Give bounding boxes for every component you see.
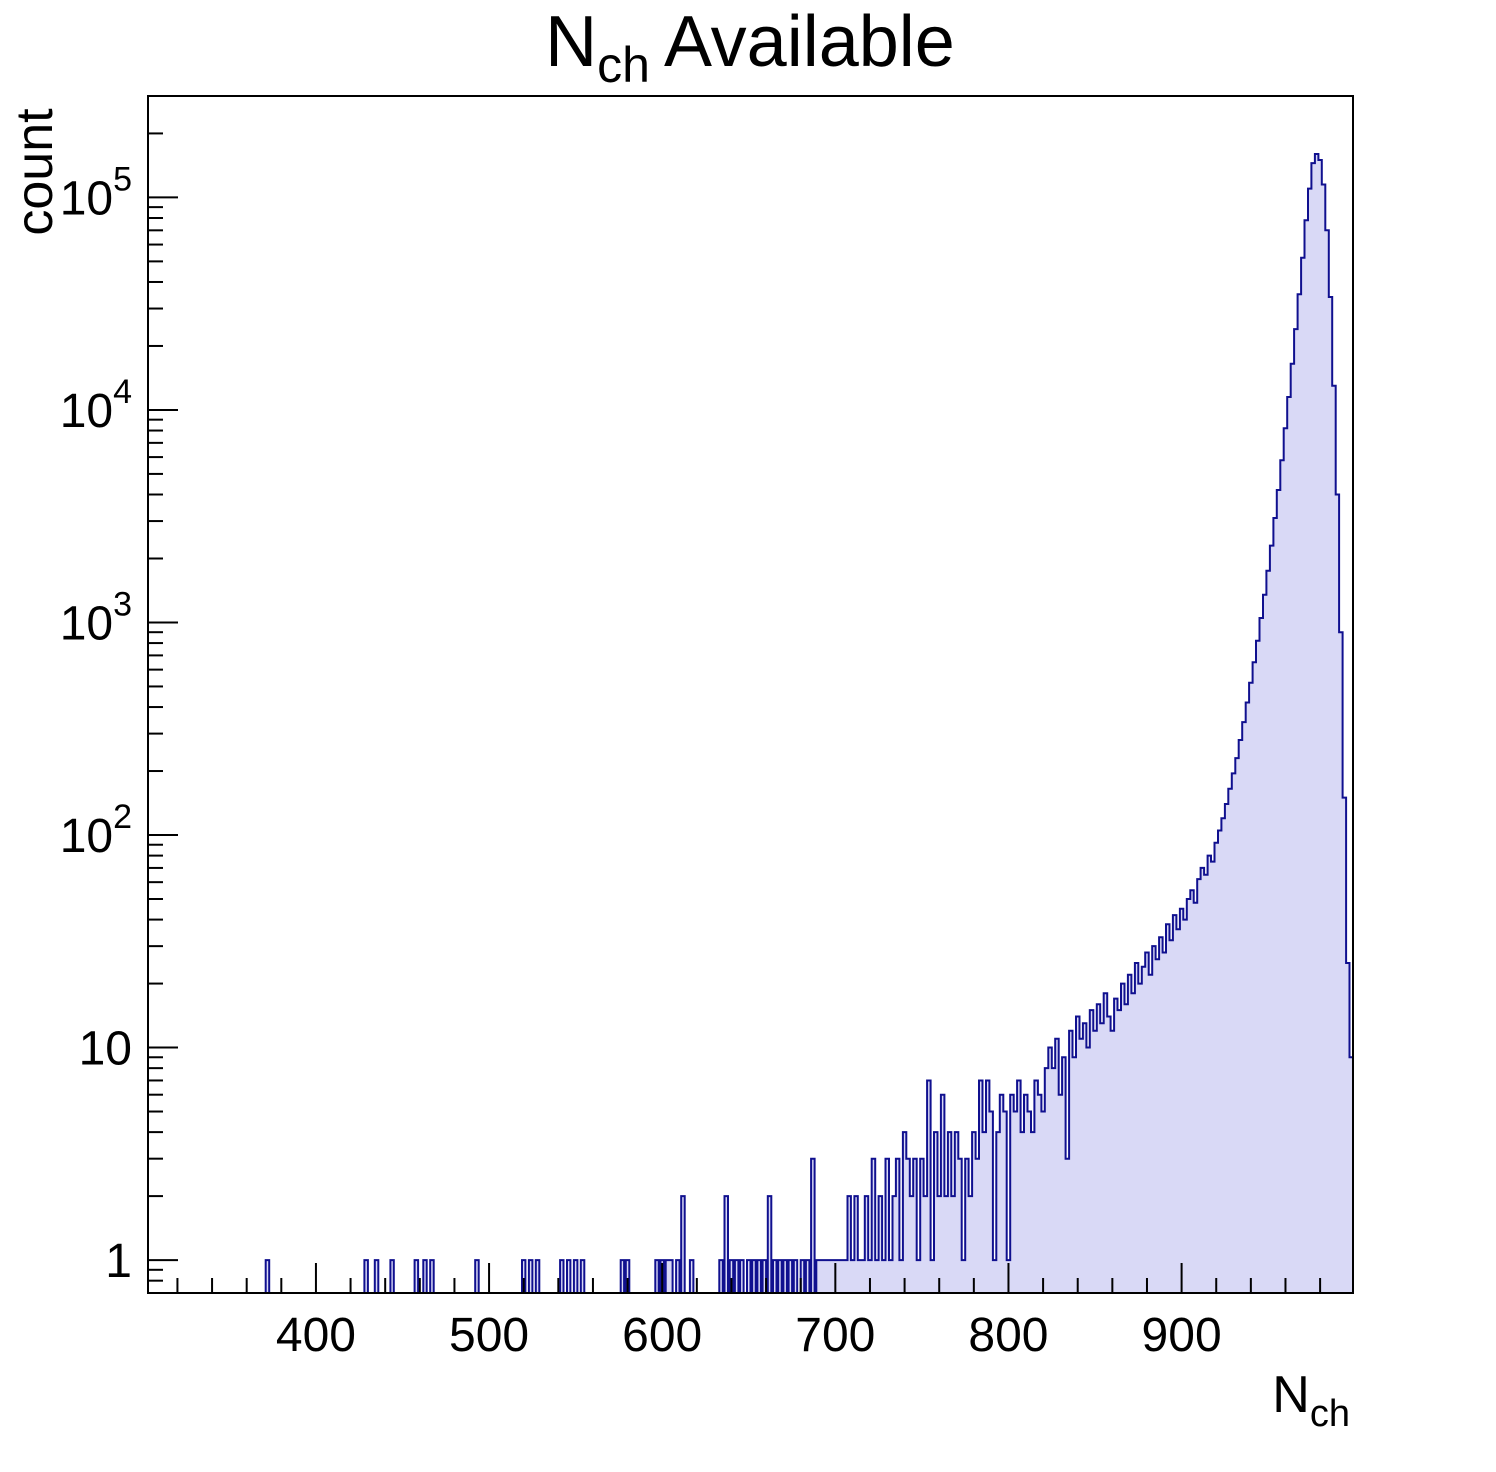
x-axis-title-sub: ch bbox=[1310, 1393, 1350, 1435]
x-tick-label: 400 bbox=[276, 1309, 356, 1362]
y-tick-label: 103 bbox=[60, 585, 132, 650]
histogram-series bbox=[264, 153, 1354, 1294]
y-tick-exponent: 4 bbox=[113, 373, 132, 411]
chart-title-sub: ch bbox=[597, 37, 650, 93]
y-tick-exponent: 3 bbox=[113, 585, 132, 623]
chart-title-rest: Available bbox=[664, 2, 955, 82]
x-tick-label: 600 bbox=[622, 1309, 702, 1362]
chart-title: Nch Available bbox=[545, 2, 955, 93]
plot-frame bbox=[147, 95, 1354, 1294]
y-tick-exponent: 5 bbox=[113, 160, 132, 198]
y-tick-label: 104 bbox=[60, 373, 132, 438]
plot-area: 400 500 600 700 800 900 1 10 102 103 104 105 bbox=[60, 95, 1354, 1362]
x-tick-label: 700 bbox=[795, 1309, 875, 1362]
x-tick-label: 900 bbox=[1142, 1309, 1222, 1362]
y-axis-title: count bbox=[6, 108, 64, 236]
y-tick-exponent: 2 bbox=[113, 798, 132, 836]
y-tick-label: 102 bbox=[60, 798, 132, 863]
y-tick-label: 10 bbox=[79, 1023, 132, 1076]
x-tick-label: 500 bbox=[449, 1309, 529, 1362]
x-tick-label: 800 bbox=[968, 1309, 1048, 1362]
y-tick-label: 1 bbox=[105, 1235, 132, 1288]
y-tick-label: 105 bbox=[60, 160, 132, 225]
x-axis-title-main: N bbox=[1272, 1366, 1310, 1424]
x-axis-title: Nch bbox=[1272, 1366, 1350, 1435]
chart-title-main: N bbox=[545, 2, 597, 82]
